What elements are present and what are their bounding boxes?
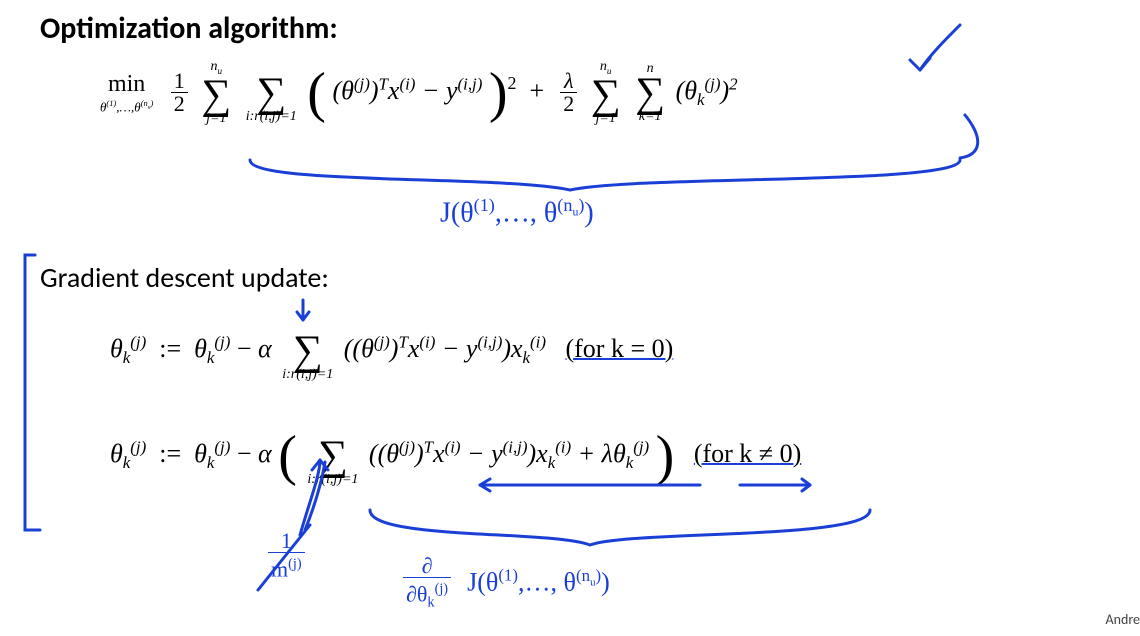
rparen-icon: ) — [656, 436, 675, 476]
credit-label: Andre — [1106, 611, 1140, 628]
sigma-icon: ∑ — [201, 78, 231, 112]
min-label: min — [100, 71, 153, 98]
page-title: Optimization algorithm: — [40, 10, 338, 47]
cost-function-annotation: J(θ(1),…, θ(nu)) — [440, 195, 594, 229]
lambda-num: λ — [560, 70, 577, 93]
sigma-icon: ∑ — [635, 76, 665, 110]
theta-term: (θk(j))2 — [676, 76, 738, 105]
assign: := — [159, 334, 181, 363]
alpha: α — [258, 334, 272, 363]
gradient-heading: Gradient descent update: — [40, 260, 329, 295]
partial-derivative-annotation: ∂ ∂θk(j) J(θ(1),…, θ(nu)) — [400, 555, 610, 614]
sigma-icon: ∑ — [591, 78, 621, 112]
lambda-den: 2 — [560, 93, 577, 115]
cond-k0: (for k = 0) — [565, 334, 673, 363]
cond-kneq0: (for k ≠ 0) — [694, 439, 801, 468]
lparen-icon: ( — [278, 436, 297, 476]
sigma-icon: ∑ — [246, 76, 297, 110]
sigma-icon: ∑ — [307, 439, 358, 473]
sum-bot: i:r(i,j)=1 — [282, 368, 333, 382]
sum4-bot: k=1 — [635, 110, 665, 124]
rparen-icon: ) — [489, 73, 508, 113]
sigma-icon: ∑ — [282, 334, 333, 368]
half-num: 1 — [171, 70, 188, 93]
half-den: 2 — [171, 93, 188, 115]
update-kneq0: θk(j) := θk(j) − α ( ∑ i:r(i,j)=1 ((θ(j)… — [110, 425, 801, 487]
lparen-icon: ( — [307, 73, 326, 113]
crossed-out-m-annotation: 1 m(j) — [265, 530, 308, 580]
min-subscript: θ(1),…,θ(nu) — [100, 98, 153, 115]
objective-equation: min θ(1),…,θ(nu) 1 2 nu ∑ j=1 ∑ i:r(i,j)… — [100, 60, 738, 126]
sum2-bot: i:r(i,j)=1 — [246, 110, 297, 124]
sum-bot: i:r(i,j)=1 — [307, 473, 358, 487]
update-k0: θk(j) := θk(j) − α ∑ i:r(i,j)=1 ((θ(j))T… — [110, 320, 673, 382]
inner-term: (θ(j))Tx(i) − y(i,j) — [332, 76, 482, 105]
